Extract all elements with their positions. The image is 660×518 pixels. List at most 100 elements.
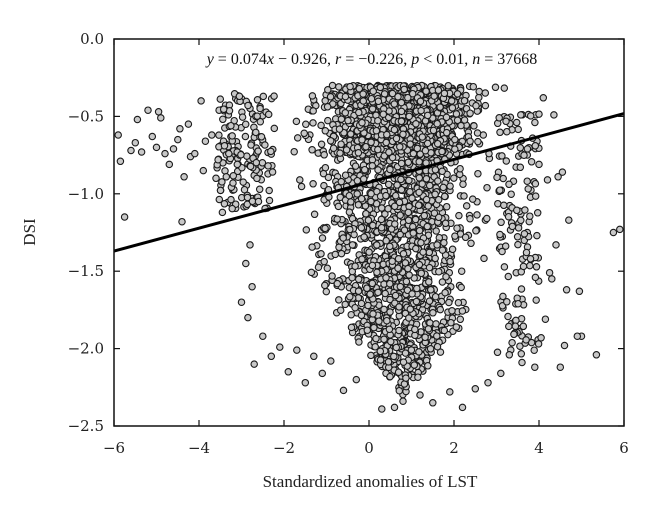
- data-point: [292, 117, 301, 126]
- data-point: [455, 211, 463, 220]
- data-point: [215, 131, 223, 139]
- data-point: [355, 84, 364, 93]
- data-point: [376, 356, 385, 364]
- data-point: [399, 250, 408, 258]
- data-point: [413, 284, 421, 293]
- data-point: [415, 188, 423, 197]
- data-point: [333, 215, 341, 223]
- data-point: [342, 146, 351, 154]
- data-point: [334, 202, 343, 211]
- data-point: [445, 298, 453, 307]
- data-point: [425, 263, 434, 272]
- data-point: [215, 195, 224, 204]
- data-point: [352, 375, 361, 384]
- data-point: [592, 351, 601, 359]
- data-point: [384, 358, 393, 366]
- data-point: [531, 192, 540, 200]
- data-point: [425, 248, 434, 257]
- data-point: [442, 113, 451, 122]
- data-point: [222, 173, 231, 181]
- data-point: [372, 126, 381, 135]
- data-point: [382, 138, 390, 147]
- data-point: [239, 178, 247, 186]
- data-point: [397, 185, 406, 194]
- data-point: [386, 372, 394, 381]
- data-point: [499, 292, 507, 301]
- data-point: [402, 374, 410, 382]
- x-tick-label: −6: [103, 439, 125, 457]
- data-point: [418, 133, 427, 141]
- data-point: [321, 97, 329, 105]
- data-point: [390, 352, 398, 361]
- data-point: [420, 211, 429, 220]
- data-point: [457, 267, 466, 275]
- data-point: [448, 104, 457, 112]
- data-point: [483, 183, 491, 192]
- y-tick-label: −1.5: [68, 262, 104, 280]
- data-point: [364, 216, 373, 224]
- data-point: [227, 195, 235, 204]
- data-point: [498, 247, 506, 256]
- data-point: [532, 296, 540, 304]
- data-point: [421, 333, 429, 342]
- regression-line: [113, 112, 625, 253]
- data-point: [270, 92, 278, 100]
- data-point: [447, 97, 456, 105]
- data-point: [530, 346, 538, 354]
- data-point: [430, 92, 438, 100]
- data-point: [253, 96, 262, 104]
- data-point: [360, 165, 369, 174]
- data-point: [276, 343, 284, 351]
- data-point: [353, 176, 362, 185]
- data-point: [439, 183, 448, 192]
- data-point: [388, 89, 397, 98]
- data-point: [404, 264, 412, 273]
- data-point: [246, 162, 255, 171]
- data-point: [447, 318, 455, 327]
- data-point: [388, 153, 397, 162]
- data-point: [493, 173, 501, 182]
- data-point: [497, 369, 505, 378]
- data-point: [518, 358, 526, 367]
- data-point: [526, 212, 534, 220]
- data-point: [522, 248, 531, 257]
- data-point: [228, 132, 236, 140]
- data-point: [410, 361, 419, 369]
- data-point: [317, 250, 325, 258]
- data-point: [324, 86, 332, 94]
- data-point: [397, 159, 406, 168]
- data-point: [535, 160, 543, 169]
- data-point: [522, 336, 530, 344]
- data-point: [423, 222, 432, 231]
- data-point: [375, 317, 383, 325]
- data-point: [363, 326, 372, 334]
- data-point: [227, 121, 235, 130]
- data-point: [504, 272, 513, 281]
- data-point: [250, 360, 258, 368]
- data-point: [341, 92, 350, 101]
- data-point: [358, 118, 366, 127]
- data-point: [353, 190, 361, 198]
- data-point: [374, 116, 382, 125]
- data-point: [383, 130, 391, 139]
- data-point: [526, 261, 534, 270]
- data-point: [452, 110, 461, 118]
- data-point: [459, 180, 467, 188]
- data-point: [337, 249, 346, 258]
- data-point: [248, 282, 256, 291]
- data-point: [424, 325, 433, 333]
- data-point: [444, 81, 453, 90]
- data-point: [240, 185, 249, 194]
- data-point: [257, 133, 266, 141]
- data-point: [228, 204, 236, 213]
- data-point: [256, 117, 265, 126]
- data-point: [199, 166, 208, 175]
- data-point: [408, 89, 417, 98]
- data-point: [395, 198, 404, 207]
- data-point: [354, 201, 363, 209]
- y-tick-label: −0.5: [68, 107, 104, 125]
- data-point: [369, 87, 377, 95]
- data-point: [397, 117, 406, 126]
- data-point: [235, 92, 244, 101]
- data-point: [517, 285, 526, 293]
